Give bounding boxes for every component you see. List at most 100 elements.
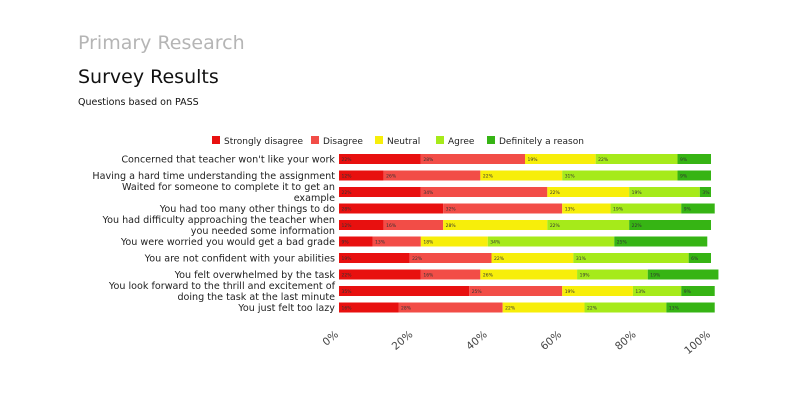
bar-segment <box>339 154 421 164</box>
legend-swatch <box>375 136 383 144</box>
bar-segment <box>632 286 682 296</box>
data-label: 16% <box>342 306 353 312</box>
data-label: 19% <box>650 273 661 279</box>
legend-label: Disagree <box>323 137 363 147</box>
data-label: 28% <box>446 223 457 229</box>
data-label: 3% <box>702 190 710 196</box>
data-label: 31% <box>565 174 576 180</box>
bar-segment <box>666 302 715 313</box>
legend-swatch <box>487 136 495 144</box>
legend-label: Strongly disagree <box>224 137 304 147</box>
bar-segment <box>688 253 711 263</box>
bar-segment <box>339 220 384 230</box>
bar-segment <box>339 269 421 280</box>
data-label: 22% <box>550 190 561 196</box>
data-label: 34% <box>490 240 501 246</box>
data-label: 22% <box>342 157 353 163</box>
x-tick-label: 20% <box>390 329 416 353</box>
data-label: 13% <box>669 306 680 312</box>
data-label: 9% <box>684 289 692 295</box>
category-label: You just felt too lazy <box>237 303 335 314</box>
data-label: 9% <box>684 207 692 213</box>
data-label: 32% <box>446 207 457 213</box>
bar-segment <box>480 170 563 181</box>
data-label: 34% <box>423 190 434 196</box>
bar-segment <box>573 253 689 263</box>
data-label: 13% <box>635 289 646 295</box>
bar-segment <box>383 170 481 181</box>
category-label: Having a hard time understanding the ass… <box>92 171 335 182</box>
data-label: 22% <box>412 256 423 262</box>
bar-segment <box>562 286 633 296</box>
legend-label: Definitely a reason <box>499 137 584 147</box>
data-label: 19% <box>565 289 576 295</box>
bar-segment <box>339 170 384 181</box>
data-label: 22% <box>494 256 505 262</box>
bar-segment <box>420 154 525 164</box>
x-tick-label: 0% <box>320 329 340 349</box>
bar-segment <box>372 236 421 247</box>
bar-segment <box>614 236 708 247</box>
bar-segment <box>595 154 678 164</box>
x-tick-label: 100% <box>682 329 713 358</box>
data-label: 12% <box>342 174 353 180</box>
bar-segment <box>681 286 715 296</box>
legend-label: Agree <box>448 137 475 147</box>
bar-segment <box>443 203 563 214</box>
x-tick-label: 60% <box>539 329 565 353</box>
data-label: 28% <box>342 207 353 213</box>
data-label: 13% <box>375 240 386 246</box>
bar-segment <box>443 220 548 230</box>
bar-segment <box>502 302 585 313</box>
legend-swatch <box>212 136 220 144</box>
legend-label: Neutral <box>387 137 420 147</box>
data-label: 16% <box>386 223 397 229</box>
data-label: 19% <box>632 190 643 196</box>
data-label: 22% <box>632 223 643 229</box>
data-label: 22% <box>505 306 516 312</box>
data-label: 9% <box>680 174 688 180</box>
data-label: 25% <box>472 289 483 295</box>
data-label: 9% <box>342 240 350 246</box>
slide-subtitle: Questions based on PASS <box>78 97 199 108</box>
bar-segment <box>681 203 715 214</box>
data-label: 18% <box>423 240 434 246</box>
data-label: 28% <box>423 157 434 163</box>
bar-segment <box>677 154 711 164</box>
bar-segment <box>629 220 711 230</box>
bar-segment <box>339 236 373 247</box>
data-label: 22% <box>342 273 353 279</box>
bar-segment <box>420 236 488 247</box>
slide-heading: Primary Research <box>78 32 245 54</box>
bar-segment <box>677 170 711 181</box>
bar-segment <box>584 302 667 313</box>
category-label: Waited for someone to complete it to get… <box>122 182 335 204</box>
data-label: 22% <box>587 306 598 312</box>
data-label: 16% <box>423 273 434 279</box>
category-label: You had difficulty approaching the teach… <box>101 215 335 237</box>
category-label: Concerned that teacher won't like your w… <box>121 154 335 165</box>
bar-segment <box>339 286 470 296</box>
data-label: 19% <box>342 256 353 262</box>
slide-title: Survey Results <box>78 66 219 88</box>
data-label: 19% <box>613 207 624 213</box>
bar-segment <box>480 269 578 280</box>
bar-segment <box>409 253 492 263</box>
bar-segment <box>562 170 678 181</box>
bar-segment <box>383 220 444 230</box>
bar-segment <box>469 286 563 296</box>
data-label: 26% <box>386 174 397 180</box>
bar-segment <box>491 253 574 263</box>
bar-segment <box>420 269 481 280</box>
data-label: 35% <box>342 289 353 295</box>
data-label: 6% <box>691 256 699 262</box>
x-tick-label: 40% <box>464 329 490 353</box>
bar-segment <box>629 187 700 197</box>
legend-swatch <box>311 136 319 144</box>
bar-segment <box>339 203 444 214</box>
bar-segment <box>525 154 596 164</box>
data-label: 22% <box>598 157 609 163</box>
data-label: 26% <box>483 273 494 279</box>
bar-segment <box>547 187 630 197</box>
